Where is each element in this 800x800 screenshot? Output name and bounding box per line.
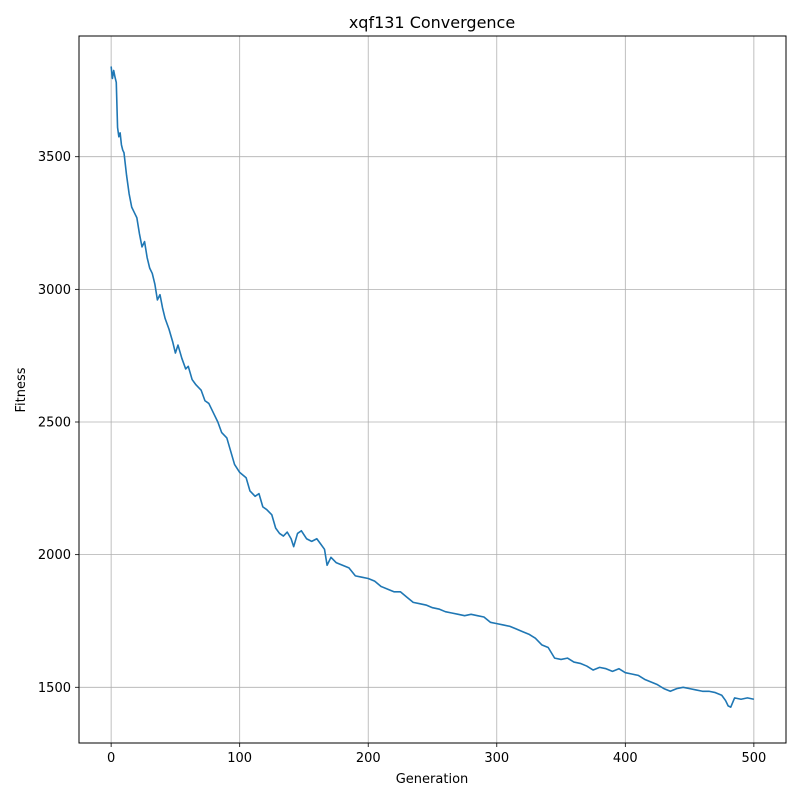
x-tick-label: 300 xyxy=(484,751,509,766)
x-tick-label: 500 xyxy=(741,751,766,766)
axis-ticks: 0 100 200 300 400 500 1500 2000 2500 3000 3500 xyxy=(38,150,766,766)
plot-frame xyxy=(78,35,787,744)
x-tick-label: 400 xyxy=(613,751,638,766)
grid-lines xyxy=(79,36,786,743)
y-tick-label: 2000 xyxy=(38,548,71,563)
fitness-series-line xyxy=(110,66,755,708)
chart-title: xqf131 Convergence xyxy=(349,13,515,32)
series-layer xyxy=(110,66,755,708)
y-axis-label: Fitness xyxy=(14,367,29,412)
y-tick-label: 1500 xyxy=(38,681,71,696)
x-tick-label: 200 xyxy=(356,751,381,766)
y-tick-label: 3000 xyxy=(38,283,71,298)
y-tick-label: 2500 xyxy=(38,415,71,430)
x-tick-label: 0 xyxy=(107,751,115,766)
y-tick-label: 3500 xyxy=(38,150,71,165)
x-tick-label: 100 xyxy=(227,751,252,766)
x-axis-label: Generation xyxy=(396,772,469,787)
